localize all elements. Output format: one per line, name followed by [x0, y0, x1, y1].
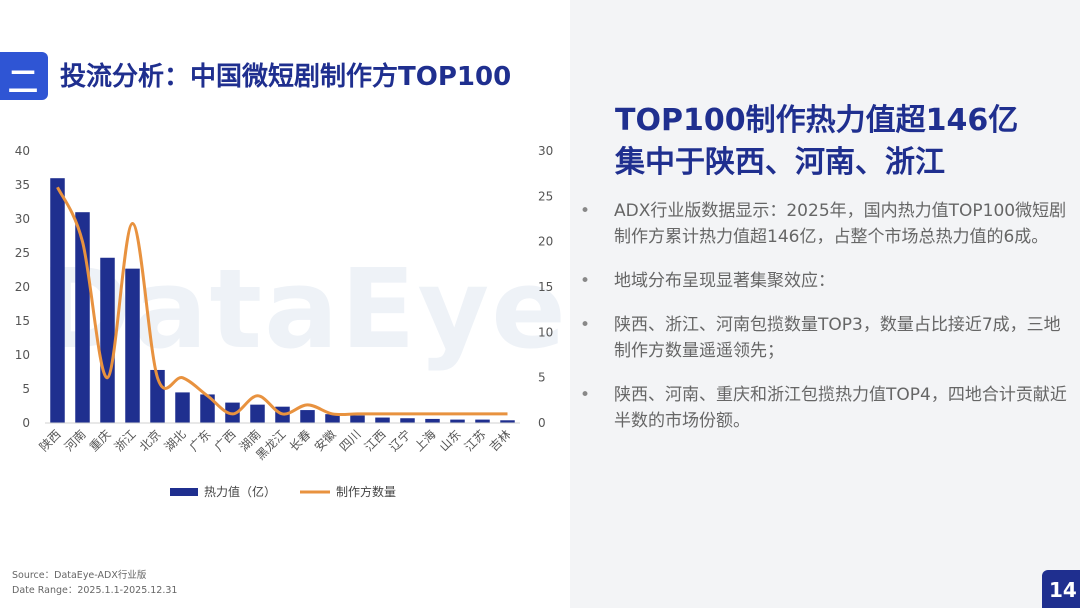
left-tick-label: 0 [22, 416, 30, 430]
category-label: 湖北 [161, 427, 189, 455]
bar [375, 417, 390, 423]
bar [125, 268, 140, 423]
headline-line-1: TOP100制作热力值超146亿 [615, 103, 1019, 138]
bar [175, 392, 190, 423]
right-tick-label: 25 [538, 189, 553, 203]
legend-bar-label: 热力值（亿） [204, 484, 276, 499]
bullet-item: • 陕西、浙江、河南包揽数量TOP3，数量占比接近7成，三地制作方数量遥遥领先； [578, 312, 1068, 364]
category-label: 四川 [337, 427, 364, 454]
bullet-list: • ADX行业版数据显示：2025年，国内热力值TOP100微短剧制作方累计热力值… [578, 198, 1068, 452]
bullet-marker: • [580, 271, 591, 291]
bar [300, 410, 315, 423]
bar [400, 418, 415, 423]
legend-bar-swatch [170, 488, 198, 496]
bullet-item: • 陕西、河南、重庆和浙江包揽热力值TOP4，四地合计贡献近半数的市场份额。 [578, 382, 1068, 434]
left-tick-label: 10 [15, 348, 30, 362]
bullet-text: ADX行业版数据显示：2025年，国内热力值TOP100微短剧制作方累计热力值超… [614, 201, 1067, 247]
category-label: 长春 [287, 427, 314, 454]
right-tick-label: 20 [538, 235, 553, 249]
bar [250, 404, 265, 423]
category-label: 陕西 [36, 427, 64, 455]
right-tick-label: 10 [538, 325, 553, 339]
right-tick-label: 30 [538, 144, 553, 158]
left-tick-label: 40 [15, 144, 30, 158]
legend-line-label: 制作方数量 [336, 484, 396, 499]
category-label: 山东 [437, 427, 464, 454]
bar [425, 418, 440, 423]
bar [500, 420, 515, 423]
category-label: 吉林 [487, 427, 514, 454]
bullet-marker: • [580, 385, 591, 405]
category-label: 辽宁 [386, 427, 414, 455]
bar [475, 419, 490, 423]
right-tick-label: 0 [538, 416, 546, 430]
bullet-item: • ADX行业版数据显示：2025年，国内热力值TOP100微短剧制作方累计热力值… [578, 198, 1068, 250]
left-tick-label: 5 [22, 382, 30, 396]
right-tick-label: 15 [538, 280, 553, 294]
source-note: Source：DataEye-ADX行业版 Date Range：2025.1.… [12, 568, 177, 598]
left-tick-label: 20 [15, 280, 30, 294]
category-label: 安徽 [311, 427, 339, 455]
bar [100, 257, 115, 423]
page-number: 14 [1049, 578, 1077, 602]
category-label: 北京 [137, 427, 164, 454]
page-title: 投流分析：中国微短剧制作方TOP100 [60, 62, 512, 92]
category-label: 重庆 [87, 427, 114, 454]
right-tick-label: 5 [538, 371, 546, 385]
bullet-text: 地域分布呈现显著集聚效应： [614, 271, 835, 291]
left-tick-label: 35 [15, 178, 30, 192]
category-label: 上海 [411, 427, 439, 455]
bullet-item: • 地域分布呈现显著集聚效应： [578, 268, 1068, 294]
left-tick-label: 30 [15, 212, 30, 226]
left-axis-ticks: 0 5 10 15 20 25 30 35 40 [15, 144, 30, 430]
bar [50, 178, 65, 423]
bullet-text: 陕西、浙江、河南包揽数量TOP3，数量占比接近7成，三地制作方数量遥遥领先； [614, 315, 1061, 361]
category-label: 河南 [61, 427, 89, 455]
section-number: 二 [8, 65, 38, 100]
bar [450, 419, 465, 423]
headline: TOP100制作热力值超146亿 集中于陕西、河南、浙江 [615, 100, 1018, 184]
category-label: 浙江 [112, 427, 139, 454]
line-series-path [56, 186, 508, 417]
date-range-line: Date Range：2025.1.1-2025.12.31 [12, 585, 178, 596]
bar [350, 415, 365, 423]
chart-legend: 热力值（亿） 制作方数量 [170, 484, 396, 499]
category-label: 江苏 [462, 427, 489, 454]
headline-line-2: 集中于陕西、河南、浙江 [615, 145, 945, 180]
section-number-badge: 二 [0, 52, 48, 100]
bullet-marker: • [580, 201, 591, 221]
bar [200, 394, 215, 423]
bullet-text: 陕西、河南、重庆和浙江包揽热力值TOP4，四地合计贡献近半数的市场份额。 [614, 385, 1067, 431]
page-number-badge: 14 [1042, 570, 1080, 608]
category-label: 广东 [187, 427, 214, 454]
bar [325, 414, 340, 423]
category-label: 江西 [362, 427, 389, 454]
source-line: Source：DataEye-ADX行业版 [12, 570, 147, 581]
category-label: 广西 [212, 427, 239, 454]
bullet-marker: • [580, 315, 591, 335]
left-tick-label: 25 [15, 246, 30, 260]
combo-chart: 0 5 10 15 20 25 30 35 40 0 5 10 15 20 25 30 陕西河南重庆浙江北京… [15, 144, 554, 499]
left-tick-label: 15 [15, 314, 30, 328]
right-panel-background [570, 0, 1080, 608]
right-axis-ticks: 0 5 10 15 20 25 30 [538, 144, 553, 430]
